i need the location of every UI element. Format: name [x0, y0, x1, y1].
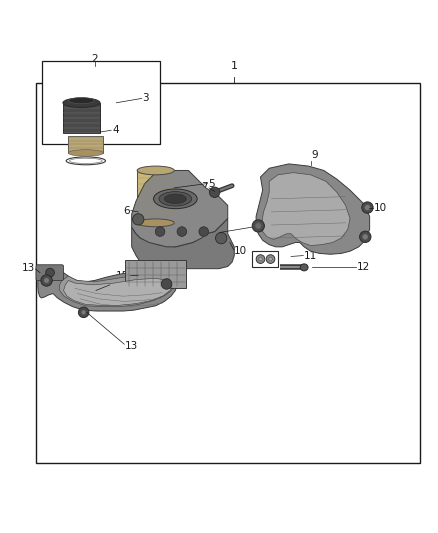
Polygon shape: [256, 164, 370, 254]
Text: 13: 13: [21, 263, 35, 273]
Bar: [68, 135, 103, 153]
Ellipse shape: [300, 264, 308, 271]
Ellipse shape: [137, 219, 174, 227]
Circle shape: [266, 255, 275, 263]
Circle shape: [365, 205, 370, 210]
FancyBboxPatch shape: [36, 265, 64, 280]
Text: 10: 10: [234, 246, 247, 256]
Circle shape: [133, 214, 144, 225]
Polygon shape: [132, 219, 234, 269]
Text: 6: 6: [123, 206, 130, 216]
Circle shape: [177, 227, 187, 236]
Polygon shape: [132, 171, 228, 247]
Text: 13: 13: [125, 341, 138, 351]
Circle shape: [360, 231, 371, 243]
Ellipse shape: [68, 150, 103, 156]
Circle shape: [259, 257, 262, 261]
Circle shape: [363, 234, 368, 239]
Circle shape: [46, 268, 54, 277]
Ellipse shape: [63, 98, 100, 108]
Ellipse shape: [153, 189, 197, 208]
Text: 2: 2: [91, 54, 98, 64]
Text: 12: 12: [357, 262, 370, 272]
Polygon shape: [262, 173, 350, 246]
Bar: [35, 83, 420, 463]
Polygon shape: [60, 274, 174, 306]
Circle shape: [41, 275, 52, 286]
Circle shape: [255, 223, 261, 229]
Bar: [42, 61, 160, 144]
Text: 9: 9: [312, 150, 318, 159]
Circle shape: [78, 307, 89, 318]
Ellipse shape: [159, 192, 192, 206]
Circle shape: [161, 279, 172, 289]
Text: 15: 15: [116, 271, 130, 281]
Circle shape: [256, 255, 265, 263]
Text: 4: 4: [112, 125, 119, 135]
Text: 10: 10: [374, 203, 387, 213]
Text: 7: 7: [201, 182, 208, 192]
Text: 8: 8: [212, 228, 219, 237]
Circle shape: [362, 202, 373, 213]
Polygon shape: [38, 270, 177, 311]
Ellipse shape: [164, 194, 186, 204]
Circle shape: [81, 310, 86, 314]
Bar: [137, 171, 174, 223]
Bar: [125, 260, 186, 288]
Circle shape: [155, 227, 165, 236]
Ellipse shape: [137, 166, 174, 175]
Polygon shape: [64, 278, 172, 305]
Circle shape: [215, 232, 227, 244]
Circle shape: [209, 187, 220, 198]
Ellipse shape: [68, 98, 95, 103]
Circle shape: [252, 220, 265, 232]
Bar: [63, 103, 100, 133]
Circle shape: [269, 257, 272, 261]
Bar: [252, 251, 278, 268]
Text: 1: 1: [231, 61, 238, 71]
Text: 14: 14: [81, 286, 95, 295]
Text: 3: 3: [143, 93, 149, 103]
Circle shape: [44, 278, 49, 283]
Circle shape: [199, 227, 208, 236]
Text: 5: 5: [208, 179, 215, 189]
Text: 11: 11: [304, 251, 318, 261]
